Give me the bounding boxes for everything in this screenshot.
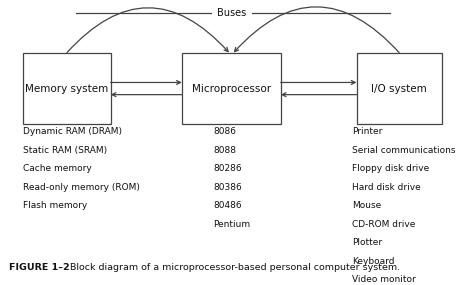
Text: Cache memory: Cache memory bbox=[23, 164, 92, 173]
Text: 80486: 80486 bbox=[213, 201, 242, 210]
Text: Keyboard: Keyboard bbox=[352, 257, 394, 266]
Text: Floppy disk drive: Floppy disk drive bbox=[352, 164, 429, 173]
Text: I/O system: I/O system bbox=[371, 84, 427, 93]
Text: Hard disk drive: Hard disk drive bbox=[352, 183, 421, 192]
Text: 80286: 80286 bbox=[213, 164, 242, 173]
Text: Video monitor: Video monitor bbox=[352, 275, 416, 284]
Text: Printer: Printer bbox=[352, 127, 383, 136]
Text: Microprocessor: Microprocessor bbox=[192, 84, 271, 93]
Text: Serial communications: Serial communications bbox=[352, 146, 456, 155]
Text: Block diagram of a microprocessor-based personal computer system.: Block diagram of a microprocessor-based … bbox=[61, 263, 400, 272]
Text: Static RAM (SRAM): Static RAM (SRAM) bbox=[23, 146, 108, 155]
FancyBboxPatch shape bbox=[23, 53, 110, 125]
Text: 8088: 8088 bbox=[213, 146, 236, 155]
Text: Pentium: Pentium bbox=[213, 220, 250, 229]
Text: 8086: 8086 bbox=[213, 127, 236, 136]
Text: Mouse: Mouse bbox=[352, 201, 381, 210]
Text: Buses: Buses bbox=[217, 7, 246, 17]
Text: FIGURE 1–2: FIGURE 1–2 bbox=[9, 263, 70, 272]
Text: Read-only memory (ROM): Read-only memory (ROM) bbox=[23, 183, 140, 192]
Text: CD-ROM drive: CD-ROM drive bbox=[352, 220, 415, 229]
FancyBboxPatch shape bbox=[182, 53, 281, 125]
Text: Dynamic RAM (DRAM): Dynamic RAM (DRAM) bbox=[23, 127, 122, 136]
Text: Flash memory: Flash memory bbox=[23, 201, 88, 210]
Text: Plotter: Plotter bbox=[352, 238, 382, 247]
FancyBboxPatch shape bbox=[356, 53, 442, 125]
Text: 80386: 80386 bbox=[213, 183, 242, 192]
Text: Memory system: Memory system bbox=[25, 84, 109, 93]
